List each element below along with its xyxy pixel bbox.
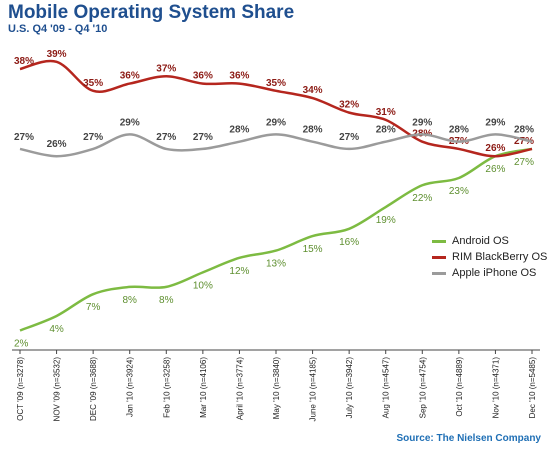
source-credit: Source: The Nielsen Company [396, 433, 541, 444]
data-label-apple: 28% [514, 125, 534, 136]
x-tick-label: Oct '10 (n=4889) [455, 357, 464, 417]
series-line-rim [19, 59, 533, 158]
x-tick-label: DEC '09 (n=3688) [89, 357, 98, 421]
x-tick-label: Nov '10 (n=4371) [491, 357, 500, 419]
data-label-android: 10% [193, 280, 213, 291]
data-label-apple: 29% [485, 117, 505, 128]
series-line-apple [19, 133, 533, 158]
data-label-android: 19% [376, 215, 396, 226]
x-tick-label: Feb '10 (n=3258) [162, 357, 171, 418]
data-label-android: 22% [412, 193, 432, 204]
data-label-rim: 26% [485, 143, 505, 154]
legend-swatch-apple [432, 271, 446, 275]
legend-label-apple: Apple iPhone OS [452, 267, 537, 279]
legend-swatch-android [432, 239, 446, 243]
data-label-rim: 36% [193, 71, 213, 82]
data-label-apple: 28% [376, 125, 396, 136]
legend-swatch-rim [432, 255, 446, 259]
data-label-apple: 29% [266, 117, 286, 128]
data-label-apple: 27% [14, 132, 34, 143]
data-label-android: 12% [229, 266, 249, 277]
data-label-android: 8% [159, 295, 174, 306]
data-label-android: 27% [514, 157, 534, 168]
data-label-rim: 35% [83, 78, 103, 89]
data-label-apple: 29% [120, 117, 140, 128]
legend-label-android: Android OS [452, 235, 509, 247]
x-tick-label: June '10 (n=4185) [309, 357, 318, 422]
data-label-rim: 35% [266, 78, 286, 89]
x-tick-label: Dec '10 (n=5485) [528, 357, 537, 419]
data-label-rim: 27% [514, 136, 534, 147]
data-label-android: 13% [266, 259, 286, 270]
x-tick-label: Sep '10 (n=4754) [418, 357, 427, 419]
x-tick-label: Aug '10 (n=4547) [382, 357, 391, 419]
x-tick-label: NOV '09 (n=3532) [53, 357, 62, 422]
legend-item-android: Android OS [432, 233, 547, 249]
data-label-rim: 36% [120, 71, 140, 82]
data-label-rim: 31% [376, 107, 396, 118]
chart-legend: Android OS RIM BlackBerry OS Apple iPhon… [432, 233, 547, 281]
legend-item-rim: RIM BlackBerry OS [432, 249, 547, 265]
x-tick-label: April '10 (n=3774) [235, 357, 244, 420]
data-label-apple: 28% [229, 125, 249, 136]
x-tick-label: May '10 (n=3840) [272, 357, 281, 420]
x-tick-label: Jan '10 (n=3924) [126, 357, 135, 417]
data-label-android: 23% [449, 186, 469, 197]
x-tick-label: Mar '10 (n=4106) [199, 357, 208, 418]
data-label-rim: 34% [303, 85, 323, 96]
data-label-android: 7% [86, 302, 101, 313]
data-label-rim: 38% [14, 56, 34, 67]
x-tick-label: July '10 (n=3942) [345, 357, 354, 419]
data-label-rim: 37% [156, 63, 176, 74]
data-label-apple: 29% [412, 117, 432, 128]
data-label-apple: 28% [303, 125, 323, 136]
chart-title: Mobile Operating System Share [8, 2, 295, 23]
data-label-rim: 32% [339, 100, 359, 111]
x-tick-label: OCT '09 (n=3278) [16, 357, 25, 421]
data-label-apple: 27% [193, 132, 213, 143]
data-label-android: 8% [122, 295, 137, 306]
data-label-apple: 27% [339, 132, 359, 143]
data-label-android: 15% [303, 244, 323, 255]
data-label-rim: 36% [229, 71, 249, 82]
data-label-android: 16% [339, 237, 359, 248]
data-label-android: 4% [49, 324, 64, 335]
data-label-rim: 39% [47, 49, 67, 60]
legend-label-rim: RIM BlackBerry OS [452, 251, 548, 263]
series-line-android [19, 147, 533, 332]
data-label-apple: 28% [449, 125, 469, 136]
legend-item-apple: Apple iPhone OS [432, 265, 547, 281]
data-label-apple: 26% [47, 139, 67, 150]
chart-subtitle: U.S. Q4 '09 - Q4 '10 [8, 23, 108, 35]
data-label-apple: 27% [83, 132, 103, 143]
data-label-apple: 27% [156, 132, 176, 143]
data-label-android: 26% [485, 164, 505, 175]
data-label-android: 2% [14, 338, 29, 349]
